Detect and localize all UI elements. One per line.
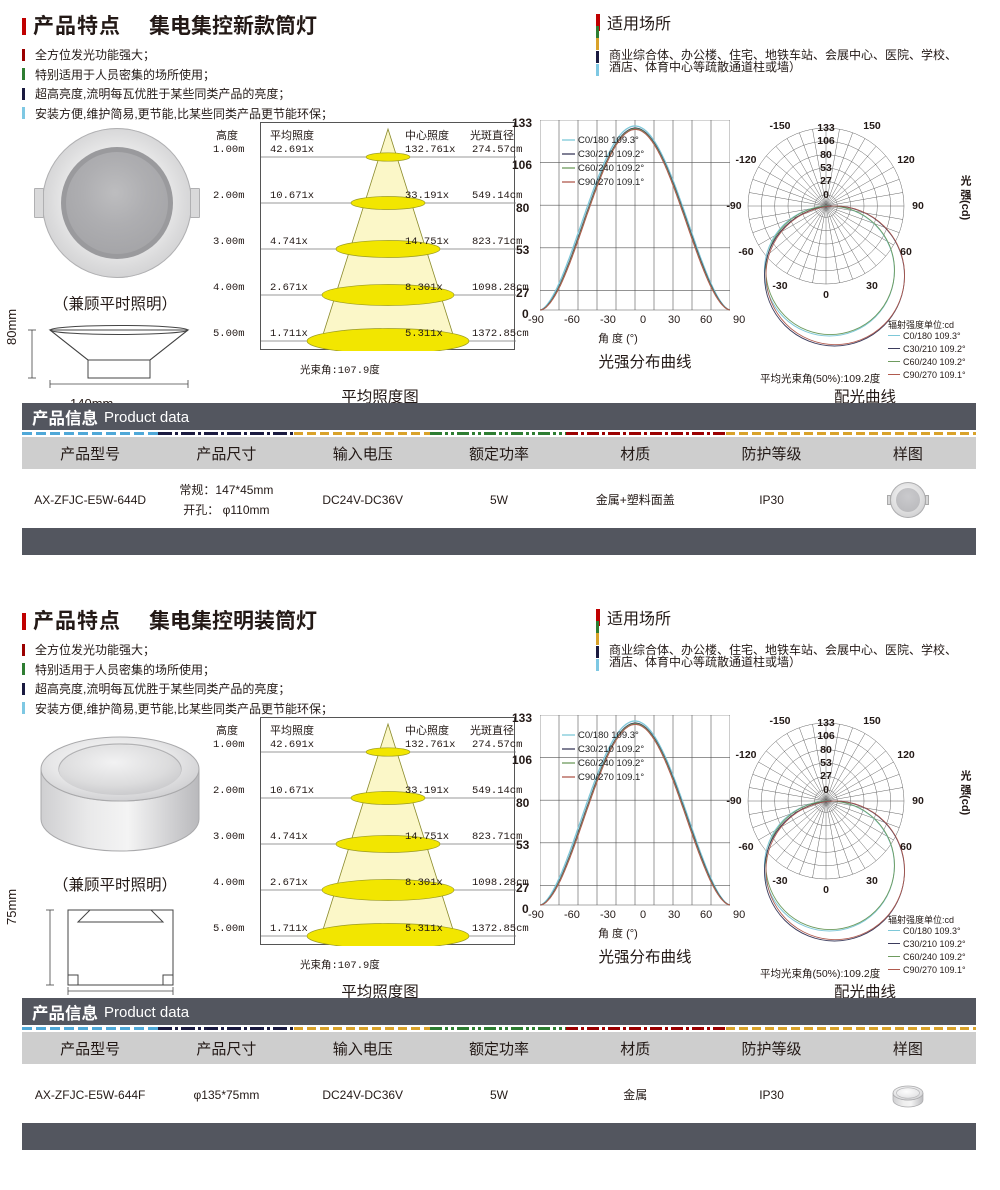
svg-text:C60/240 109.2°: C60/240 109.2° [578, 163, 644, 174]
svg-text:C30/210 109.2°: C30/210 109.2° [578, 149, 644, 160]
svg-text:C90/270 109.1°: C90/270 109.1° [578, 177, 644, 188]
svg-text:C60/240 109.2°: C60/240 109.2° [578, 758, 644, 769]
svg-text:C0/180 109.3°: C0/180 109.3° [578, 730, 639, 741]
svg-text:C90/270 109.1°: C90/270 109.1° [578, 772, 644, 783]
svg-text:C30/210 109.2°: C30/210 109.2° [578, 744, 644, 755]
svg-text:C0/180 109.3°: C0/180 109.3° [578, 135, 639, 146]
